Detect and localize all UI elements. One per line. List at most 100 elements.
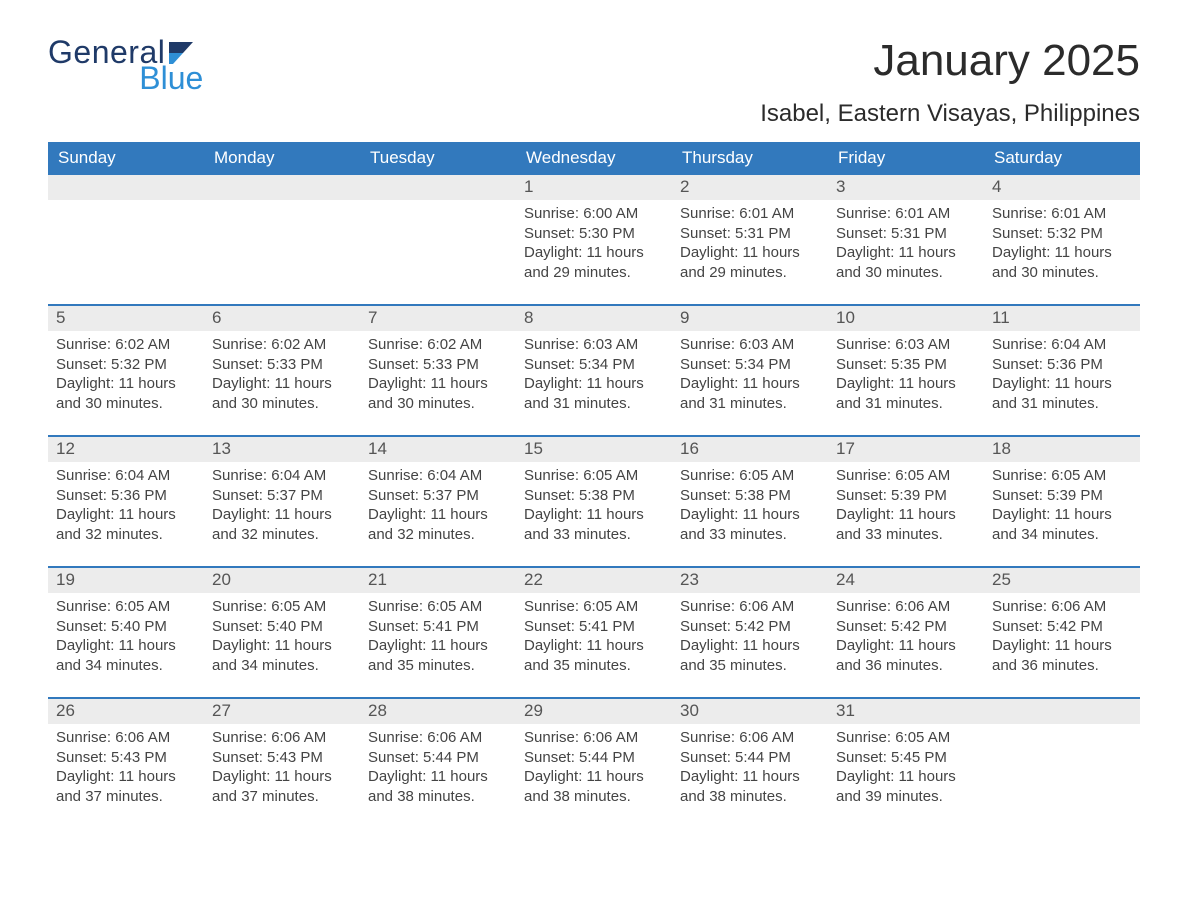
day-cell: Sunrise: 6:04 AMSunset: 5:37 PMDaylight:… — [360, 462, 516, 566]
day-body-strip: Sunrise: 6:05 AMSunset: 5:40 PMDaylight:… — [48, 593, 1140, 697]
sunset-line: Sunset: 5:40 PM — [212, 617, 352, 637]
daylight-line: Daylight: 11 hours and 31 minutes. — [680, 374, 820, 413]
topbar: General Blue January 2025 Isabel, Easter… — [48, 36, 1140, 128]
sunset-line: Sunset: 5:42 PM — [992, 617, 1132, 637]
day-cell: Sunrise: 6:04 AMSunset: 5:36 PMDaylight:… — [984, 331, 1140, 435]
sunset-line: Sunset: 5:37 PM — [368, 486, 508, 506]
day-body-strip: Sunrise: 6:04 AMSunset: 5:36 PMDaylight:… — [48, 462, 1140, 566]
day-number: 28 — [360, 699, 516, 724]
day-cell: Sunrise: 6:05 AMSunset: 5:40 PMDaylight:… — [48, 593, 204, 697]
sunset-line: Sunset: 5:33 PM — [368, 355, 508, 375]
day-number: 25 — [984, 568, 1140, 593]
day-cell: Sunrise: 6:02 AMSunset: 5:33 PMDaylight:… — [360, 331, 516, 435]
day-number: 14 — [360, 437, 516, 462]
daylight-line: Daylight: 11 hours and 30 minutes. — [212, 374, 352, 413]
day-cell: Sunrise: 6:06 AMSunset: 5:44 PMDaylight:… — [516, 724, 672, 828]
daylight-line: Daylight: 11 hours and 34 minutes. — [212, 636, 352, 675]
sunrise-line: Sunrise: 6:06 AM — [56, 728, 196, 748]
day-number — [204, 175, 360, 200]
sunset-line: Sunset: 5:44 PM — [680, 748, 820, 768]
day-cell: Sunrise: 6:04 AMSunset: 5:37 PMDaylight:… — [204, 462, 360, 566]
title-block: January 2025 Isabel, Eastern Visayas, Ph… — [760, 36, 1140, 128]
sunrise-line: Sunrise: 6:05 AM — [836, 728, 976, 748]
day-number-strip: 12131415161718 — [48, 437, 1140, 462]
day-of-week-header: Wednesday — [516, 142, 672, 175]
day-number-strip: 262728293031 — [48, 699, 1140, 724]
logo-text-blue: Blue — [139, 62, 203, 94]
day-cell — [360, 200, 516, 304]
day-number: 24 — [828, 568, 984, 593]
sunset-line: Sunset: 5:41 PM — [524, 617, 664, 637]
sunrise-line: Sunrise: 6:06 AM — [836, 597, 976, 617]
sunset-line: Sunset: 5:44 PM — [368, 748, 508, 768]
location-subtitle: Isabel, Eastern Visayas, Philippines — [760, 100, 1140, 128]
day-cell: Sunrise: 6:04 AMSunset: 5:36 PMDaylight:… — [48, 462, 204, 566]
day-number-strip: 19202122232425 — [48, 568, 1140, 593]
sunset-line: Sunset: 5:39 PM — [992, 486, 1132, 506]
sunset-line: Sunset: 5:39 PM — [836, 486, 976, 506]
day-cell: Sunrise: 6:06 AMSunset: 5:44 PMDaylight:… — [672, 724, 828, 828]
sunrise-line: Sunrise: 6:01 AM — [680, 204, 820, 224]
sunrise-line: Sunrise: 6:04 AM — [56, 466, 196, 486]
daylight-line: Daylight: 11 hours and 31 minutes. — [836, 374, 976, 413]
sunset-line: Sunset: 5:32 PM — [992, 224, 1132, 244]
daylight-line: Daylight: 11 hours and 38 minutes. — [680, 767, 820, 806]
sunset-line: Sunset: 5:38 PM — [680, 486, 820, 506]
day-number-strip: 1234 — [48, 175, 1140, 200]
day-cell: Sunrise: 6:02 AMSunset: 5:33 PMDaylight:… — [204, 331, 360, 435]
day-number: 15 — [516, 437, 672, 462]
day-number: 16 — [672, 437, 828, 462]
day-of-week-header: Monday — [204, 142, 360, 175]
day-number: 27 — [204, 699, 360, 724]
sunset-line: Sunset: 5:30 PM — [524, 224, 664, 244]
daylight-line: Daylight: 11 hours and 30 minutes. — [368, 374, 508, 413]
calendar-week: 12131415161718Sunrise: 6:04 AMSunset: 5:… — [48, 435, 1140, 566]
daylight-line: Daylight: 11 hours and 34 minutes. — [992, 505, 1132, 544]
daylight-line: Daylight: 11 hours and 30 minutes. — [56, 374, 196, 413]
daylight-line: Daylight: 11 hours and 29 minutes. — [680, 243, 820, 282]
day-cell: Sunrise: 6:06 AMSunset: 5:42 PMDaylight:… — [828, 593, 984, 697]
daylight-line: Daylight: 11 hours and 33 minutes. — [680, 505, 820, 544]
sunset-line: Sunset: 5:32 PM — [56, 355, 196, 375]
day-cell: Sunrise: 6:05 AMSunset: 5:39 PMDaylight:… — [828, 462, 984, 566]
sunrise-line: Sunrise: 6:04 AM — [212, 466, 352, 486]
day-cell: Sunrise: 6:05 AMSunset: 5:38 PMDaylight:… — [516, 462, 672, 566]
sunset-line: Sunset: 5:31 PM — [680, 224, 820, 244]
sunrise-line: Sunrise: 6:01 AM — [992, 204, 1132, 224]
logo: General Blue — [48, 36, 203, 94]
sunset-line: Sunset: 5:45 PM — [836, 748, 976, 768]
daylight-line: Daylight: 11 hours and 32 minutes. — [368, 505, 508, 544]
sunrise-line: Sunrise: 6:05 AM — [56, 597, 196, 617]
day-number: 3 — [828, 175, 984, 200]
daylight-line: Daylight: 11 hours and 39 minutes. — [836, 767, 976, 806]
day-cell — [984, 724, 1140, 828]
day-cell: Sunrise: 6:00 AMSunset: 5:30 PMDaylight:… — [516, 200, 672, 304]
day-cell — [48, 200, 204, 304]
daylight-line: Daylight: 11 hours and 33 minutes. — [524, 505, 664, 544]
day-number-strip: 567891011 — [48, 306, 1140, 331]
day-cell: Sunrise: 6:03 AMSunset: 5:35 PMDaylight:… — [828, 331, 984, 435]
day-number: 20 — [204, 568, 360, 593]
day-of-week-header: Thursday — [672, 142, 828, 175]
day-number: 9 — [672, 306, 828, 331]
sunrise-line: Sunrise: 6:02 AM — [56, 335, 196, 355]
sunrise-line: Sunrise: 6:03 AM — [524, 335, 664, 355]
sunrise-line: Sunrise: 6:05 AM — [680, 466, 820, 486]
day-cell: Sunrise: 6:05 AMSunset: 5:39 PMDaylight:… — [984, 462, 1140, 566]
sunrise-line: Sunrise: 6:05 AM — [992, 466, 1132, 486]
day-number: 13 — [204, 437, 360, 462]
sunrise-line: Sunrise: 6:01 AM — [836, 204, 976, 224]
daylight-line: Daylight: 11 hours and 36 minutes. — [992, 636, 1132, 675]
day-body-strip: Sunrise: 6:00 AMSunset: 5:30 PMDaylight:… — [48, 200, 1140, 304]
sunrise-line: Sunrise: 6:05 AM — [524, 466, 664, 486]
day-number: 17 — [828, 437, 984, 462]
day-of-week-header: Friday — [828, 142, 984, 175]
sunrise-line: Sunrise: 6:02 AM — [212, 335, 352, 355]
daylight-line: Daylight: 11 hours and 35 minutes. — [680, 636, 820, 675]
day-cell: Sunrise: 6:01 AMSunset: 5:31 PMDaylight:… — [672, 200, 828, 304]
sunset-line: Sunset: 5:42 PM — [836, 617, 976, 637]
daylight-line: Daylight: 11 hours and 30 minutes. — [836, 243, 976, 282]
sunrise-line: Sunrise: 6:02 AM — [368, 335, 508, 355]
calendar-week: 567891011Sunrise: 6:02 AMSunset: 5:32 PM… — [48, 304, 1140, 435]
day-number: 7 — [360, 306, 516, 331]
